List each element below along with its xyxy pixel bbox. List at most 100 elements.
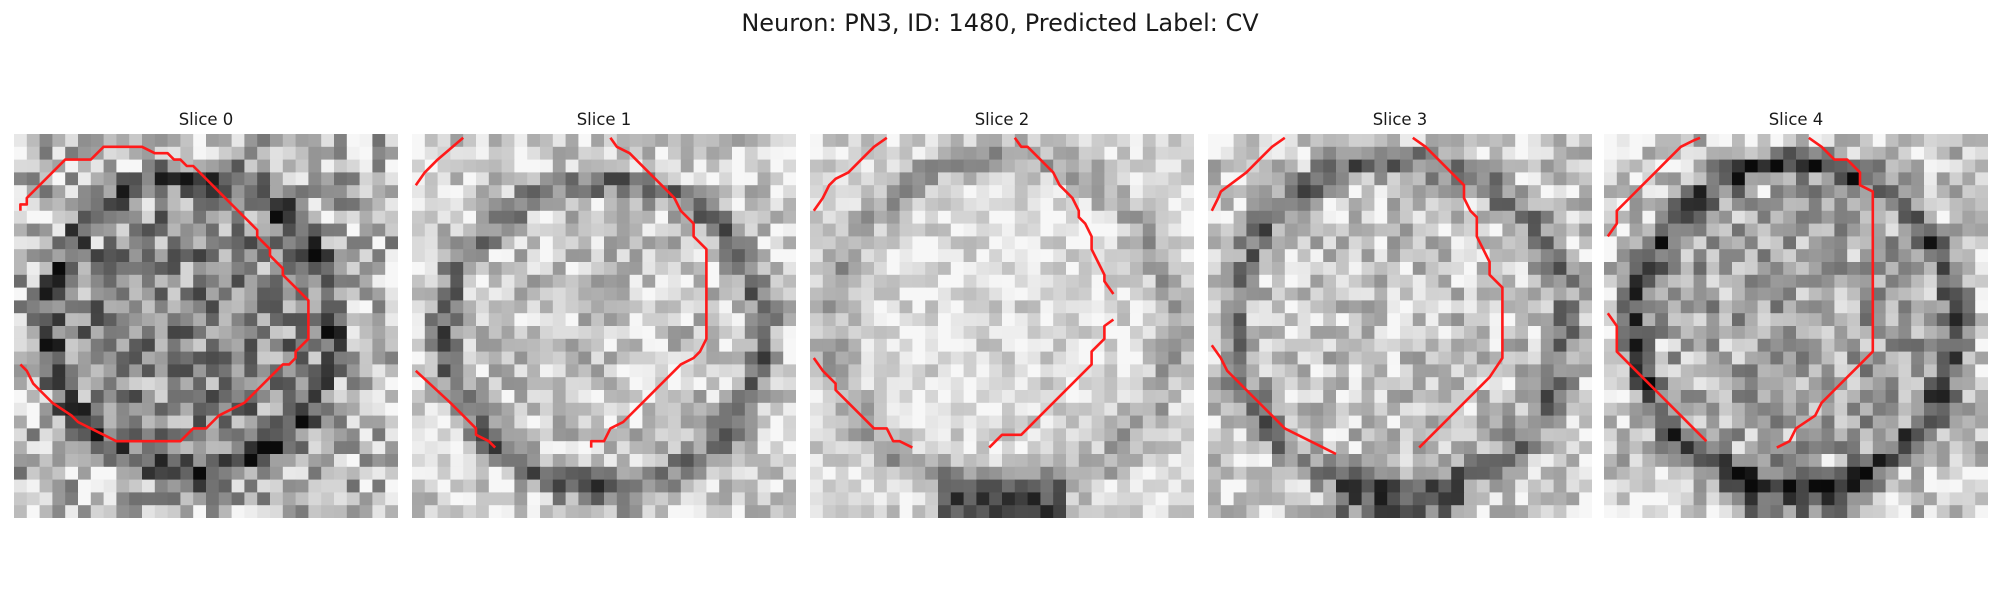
pixel-cell [1821,198,1835,212]
pixel-cell [1027,505,1041,518]
pixel-cell [412,351,426,365]
pixel-cell [578,249,592,263]
pixel-cell [1117,466,1131,481]
pixel-cell [565,505,579,518]
pixel-cell [142,326,156,340]
pixel-cell [1515,351,1529,365]
pixel-cell [1117,377,1131,391]
pixel-cell [1130,134,1144,148]
pixel-cell [1387,364,1401,378]
pixel-cell [1515,274,1529,289]
pixel-cell [642,441,656,455]
pixel-cell [1272,313,1286,327]
pixel-cell [463,338,477,353]
pixel-cell [1438,223,1452,237]
pixel-cell [346,428,361,442]
pixel-cell [668,262,682,276]
pixel-cell [822,300,837,314]
pixel-cell [976,210,990,225]
pixel-cell [1425,492,1439,506]
pixel-cell [1014,338,1029,353]
pixel-cell [1680,492,1695,506]
pixel-cell [65,249,79,263]
pixel-cell [822,210,837,225]
pixel-cell [1566,364,1580,378]
pixel-cell [1515,287,1529,301]
pixel-cell [1847,466,1861,481]
pixel-cell [1911,313,1925,327]
pixel-cell [1297,198,1311,212]
pixel-cell [488,364,503,378]
pixel-cell [1489,402,1503,417]
pixel-cell [1629,505,1643,518]
pixel-cell [899,390,913,404]
pixel-cell [655,415,669,429]
pixel-cell [963,172,977,186]
pixel-cell [476,364,490,378]
pixel-cell [770,236,784,250]
pixel-cell [412,441,426,455]
pixel-cell [540,223,554,237]
pixel-cell [1975,326,1988,340]
pixel-cell [231,287,245,301]
pixel-cell [1130,390,1144,404]
pixel-cell [783,428,796,442]
pixel-cell [1130,428,1144,442]
pixel-cell [1425,274,1439,289]
pixel-cell [616,300,631,314]
pixel-cell [1027,428,1041,442]
pixel-cell [1451,185,1465,199]
pixel-cell [1323,326,1337,340]
pixel-cell [1181,326,1194,340]
pixel-cell [1642,159,1656,173]
pixel-cell [1553,223,1567,237]
pixel-cell [1220,326,1235,340]
pixel-cell [1911,454,1925,468]
pixel-cell [1616,364,1631,378]
pixel-cell [1142,236,1157,250]
pixel-cell [52,210,66,225]
pixel-cell [1515,223,1529,237]
pixel-cell [193,338,207,353]
pixel-cell [757,287,771,301]
pixel-cell [14,415,28,429]
pixel-cell [308,505,322,518]
pixel-cell [1680,198,1695,212]
pixel-cell [1425,390,1439,404]
pixel-cell [565,454,579,468]
pixel-cell [1181,351,1194,365]
pixel-cell [1706,402,1720,417]
pixel-cell [1208,351,1222,365]
pixel-cell [359,210,373,225]
pixel-cell [1284,428,1299,442]
pixel-cell [629,313,643,327]
pixel-cell [1629,492,1643,506]
pixel-cell [629,454,643,468]
pixel-cell [744,185,759,199]
pixel-cell [1540,390,1555,404]
pixel-cell [770,377,784,391]
pixel-cell [861,351,875,365]
pixel-cell [1924,351,1938,365]
pixel-cell [1515,249,1529,263]
pixel-cell [1668,390,1682,404]
pixel-cell [1104,338,1118,353]
pixel-cell [1208,262,1222,276]
pixel-cell [501,210,515,225]
pixel-cell [757,249,771,263]
pixel-cell [1553,236,1567,250]
pixel-cell [1142,454,1157,468]
pixel-cell [1885,223,1899,237]
pixel-cell [26,390,41,404]
pixel-cell [1783,300,1797,314]
pixel-cell [912,428,926,442]
pixel-cell [1489,479,1503,493]
pixel-cell [218,351,233,365]
pixel-cell [1476,441,1491,455]
pixel-cell [437,236,451,250]
slice-0-image [14,134,398,518]
pixel-cell [476,377,490,391]
pixel-cell [39,262,53,276]
pixel-cell [1425,415,1439,429]
pixel-cell [1374,210,1388,225]
